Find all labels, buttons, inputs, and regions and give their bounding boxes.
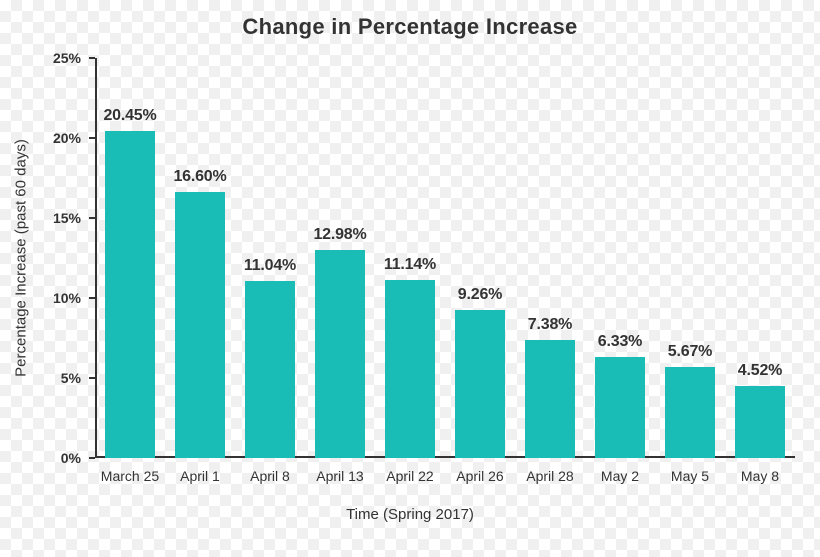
y-tick-label: 20% — [31, 130, 89, 146]
bar: 20.45%March 25 — [105, 131, 155, 458]
plot-area: 0%5%10%15%20%25%20.45%March 2516.60%Apri… — [95, 58, 795, 458]
x-tick-label: May 5 — [671, 468, 709, 484]
bar-value-label: 4.52% — [738, 362, 782, 380]
bar: 16.60%April 1 — [175, 192, 225, 458]
x-tick-label: April 8 — [250, 468, 290, 484]
chart-title: Change in Percentage Increase — [0, 14, 820, 40]
bar: 9.26%April 26 — [455, 310, 505, 458]
y-tick-mark — [89, 377, 95, 379]
y-tick-mark — [89, 137, 95, 139]
bar: 11.14%April 22 — [385, 280, 435, 458]
x-tick-label: March 25 — [101, 468, 159, 484]
x-tick-label: April 28 — [526, 468, 573, 484]
bar: 6.33%May 2 — [595, 357, 645, 458]
y-axis-line — [95, 58, 97, 458]
y-tick-mark — [89, 297, 95, 299]
bar: 12.98%April 13 — [315, 250, 365, 458]
y-tick-mark — [89, 217, 95, 219]
bar-value-label: 12.98% — [313, 226, 366, 244]
y-tick-mark — [89, 57, 95, 59]
bar-value-label: 5.67% — [668, 343, 712, 361]
bar-value-label: 6.33% — [598, 333, 642, 351]
bar-value-label: 7.38% — [528, 316, 572, 334]
bar: 11.04%April 8 — [245, 281, 295, 458]
bar-value-label: 11.04% — [244, 257, 296, 275]
bar-value-label: 16.60% — [173, 168, 226, 186]
x-tick-label: April 26 — [456, 468, 503, 484]
bar: 7.38%April 28 — [525, 340, 575, 458]
y-tick-label: 10% — [31, 290, 89, 306]
y-tick-label: 0% — [31, 450, 89, 466]
y-axis-label: Percentage Increase (past 60 days) — [13, 139, 30, 377]
y-tick-mark — [89, 457, 95, 459]
x-tick-label: April 1 — [180, 468, 220, 484]
bar-value-label: 11.14% — [384, 256, 436, 274]
bar-value-label: 20.45% — [103, 107, 156, 125]
x-tick-label: April 13 — [316, 468, 363, 484]
chart-root: Change in Percentage Increase 0% 5% 10% 15%… — [0, 0, 820, 557]
y-tick-label: 5% — [31, 370, 89, 386]
bar: 4.52%May 8 — [735, 386, 785, 458]
bar: 5.67%May 5 — [665, 367, 715, 458]
x-tick-label: April 22 — [386, 468, 433, 484]
bar-value-label: 9.26% — [458, 286, 502, 304]
x-tick-label: May 8 — [741, 468, 779, 484]
x-axis-label: Time (Spring 2017) — [0, 506, 820, 523]
x-tick-label: May 2 — [601, 468, 639, 484]
y-tick-label: 25% — [31, 50, 89, 66]
y-tick-label: 15% — [31, 210, 89, 226]
